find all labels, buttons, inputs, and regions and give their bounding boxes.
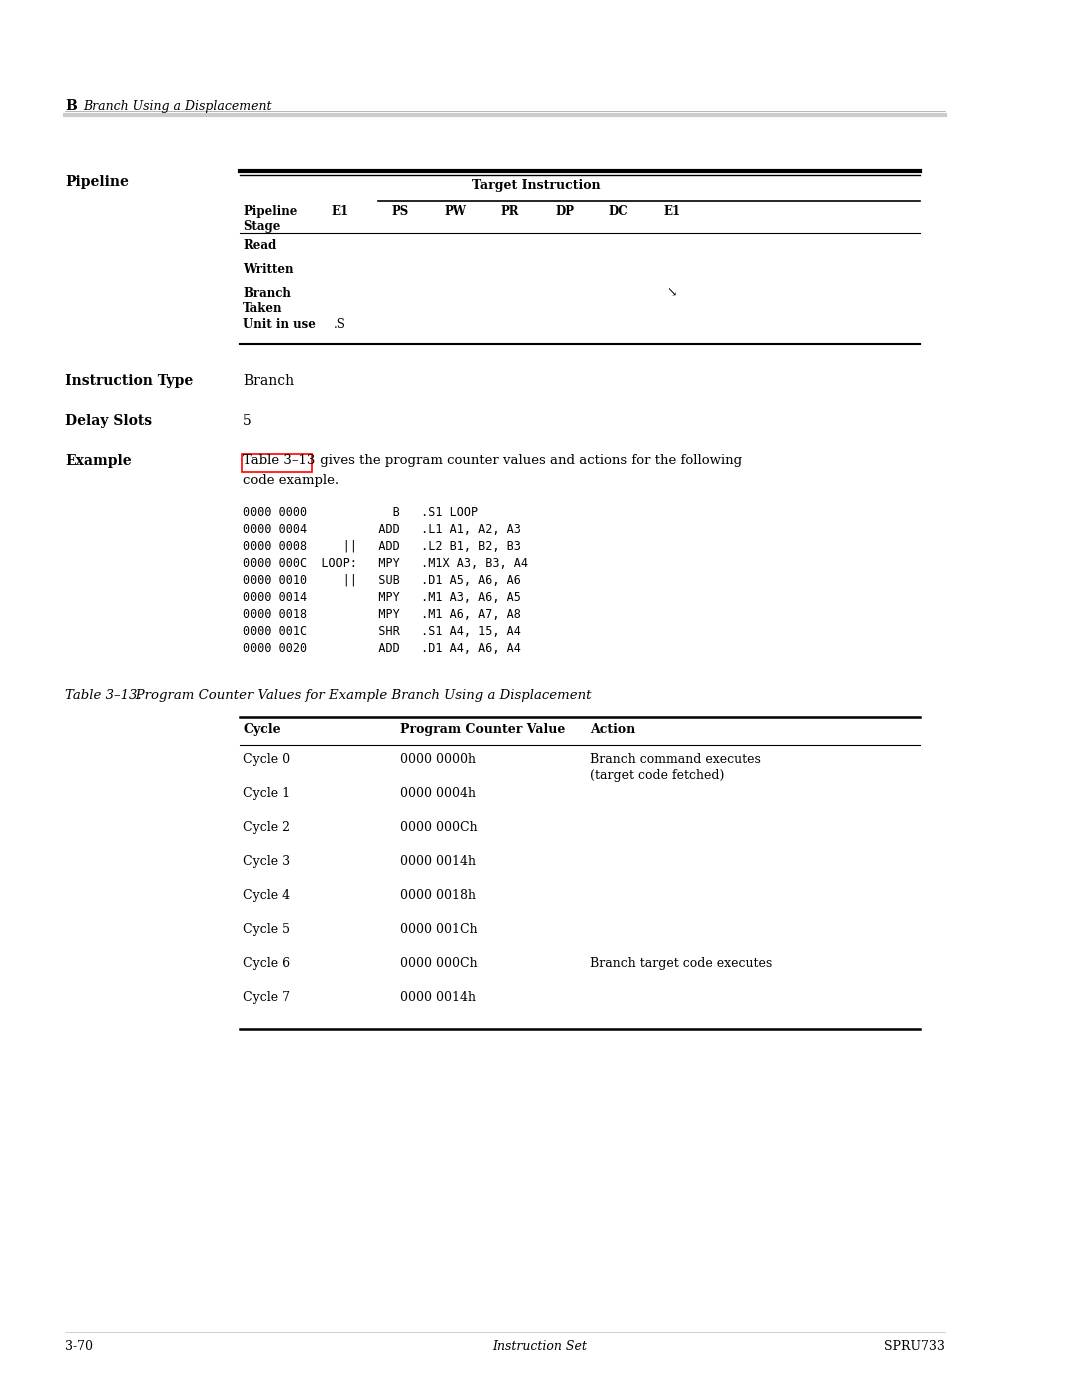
Text: 0000 0018          MPY   .M1 A6, A7, A8: 0000 0018 MPY .M1 A6, A7, A8	[243, 608, 521, 622]
Text: Instruction Set: Instruction Set	[492, 1340, 588, 1354]
Text: Example: Example	[65, 454, 132, 468]
Text: 0000 000Ch: 0000 000Ch	[400, 957, 477, 970]
Text: 3-70: 3-70	[65, 1340, 93, 1354]
Text: Cycle 0: Cycle 0	[243, 753, 291, 766]
Text: Cycle 6: Cycle 6	[243, 957, 291, 970]
Text: (target code fetched): (target code fetched)	[590, 768, 725, 782]
Text: PS: PS	[391, 205, 408, 218]
Text: 0000 0014h: 0000 0014h	[400, 855, 476, 868]
Text: 5: 5	[243, 414, 252, 427]
Text: Cycle 3: Cycle 3	[243, 855, 291, 868]
Text: PR: PR	[501, 205, 519, 218]
Text: E1: E1	[663, 205, 680, 218]
Text: DC: DC	[608, 205, 627, 218]
Text: 0000 0004          ADD   .L1 A1, A2, A3: 0000 0004 ADD .L1 A1, A2, A3	[243, 522, 521, 536]
Text: Cycle 7: Cycle 7	[243, 990, 291, 1004]
Text: Instruction Type: Instruction Type	[65, 374, 193, 388]
Text: code example.: code example.	[243, 474, 339, 488]
Text: Read: Read	[243, 239, 276, 251]
Text: ↘: ↘	[666, 286, 677, 300]
Text: Branch Using a Displacement: Branch Using a Displacement	[83, 101, 271, 113]
Text: 0000 0014          MPY   .M1 A3, A6, A5: 0000 0014 MPY .M1 A3, A6, A5	[243, 591, 521, 604]
Bar	[242, 454, 312, 472]
Text: .S: .S	[334, 319, 346, 331]
Text: Action: Action	[590, 724, 635, 736]
Text: 0000 0004h: 0000 0004h	[400, 787, 476, 800]
Text: Program Counter Value: Program Counter Value	[400, 724, 565, 736]
Text: DP: DP	[555, 205, 575, 218]
Text: 0000 001C          SHR   .S1 A4, 15, A4: 0000 001C SHR .S1 A4, 15, A4	[243, 624, 521, 638]
Text: Table 3–13.: Table 3–13.	[65, 689, 141, 703]
Text: Cycle 5: Cycle 5	[243, 923, 291, 936]
Text: Cycle 1: Cycle 1	[243, 787, 291, 800]
Text: Table 3–13: Table 3–13	[243, 454, 315, 467]
Text: Branch: Branch	[243, 374, 294, 388]
Text: gives the program counter values and actions for the following: gives the program counter values and act…	[316, 454, 742, 467]
Text: Program Counter Values for Example Branch Using a Displacement: Program Counter Values for Example Branc…	[123, 689, 592, 703]
Text: Unit in use: Unit in use	[243, 319, 315, 331]
Text: Pipeline
Stage: Pipeline Stage	[243, 205, 297, 233]
Text: Written: Written	[243, 263, 294, 277]
Text: E1: E1	[332, 205, 349, 218]
Text: 0000 0014h: 0000 0014h	[400, 990, 476, 1004]
Text: 0000 0000            B   .S1 LOOP: 0000 0000 B .S1 LOOP	[243, 506, 478, 520]
Text: Cycle 4: Cycle 4	[243, 888, 291, 902]
Text: Cycle: Cycle	[243, 724, 281, 736]
Text: PW: PW	[444, 205, 465, 218]
Text: Delay Slots: Delay Slots	[65, 414, 152, 427]
Text: B: B	[65, 99, 77, 113]
Text: Branch target code executes: Branch target code executes	[590, 957, 772, 970]
Text: 0000 0010     ||   SUB   .D1 A5, A6, A6: 0000 0010 || SUB .D1 A5, A6, A6	[243, 574, 521, 587]
Text: Target Instruction: Target Instruction	[472, 179, 600, 191]
Text: Branch command executes: Branch command executes	[590, 753, 761, 766]
Text: 0000 0000h: 0000 0000h	[400, 753, 476, 766]
Text: 0000 0018h: 0000 0018h	[400, 888, 476, 902]
Text: 0000 001Ch: 0000 001Ch	[400, 923, 477, 936]
Text: 0000 000C  LOOP:   MPY   .M1X A3, B3, A4: 0000 000C LOOP: MPY .M1X A3, B3, A4	[243, 557, 528, 570]
Text: 0000 0020          ADD   .D1 A4, A6, A4: 0000 0020 ADD .D1 A4, A6, A4	[243, 643, 521, 655]
Text: SPRU733: SPRU733	[885, 1340, 945, 1354]
Text: Cycle 2: Cycle 2	[243, 821, 291, 834]
Text: 0000 0008     ||   ADD   .L2 B1, B2, B3: 0000 0008 || ADD .L2 B1, B2, B3	[243, 541, 521, 553]
Text: 0000 000Ch: 0000 000Ch	[400, 821, 477, 834]
Text: Pipeline: Pipeline	[65, 175, 129, 189]
Text: Branch
Taken: Branch Taken	[243, 286, 291, 314]
